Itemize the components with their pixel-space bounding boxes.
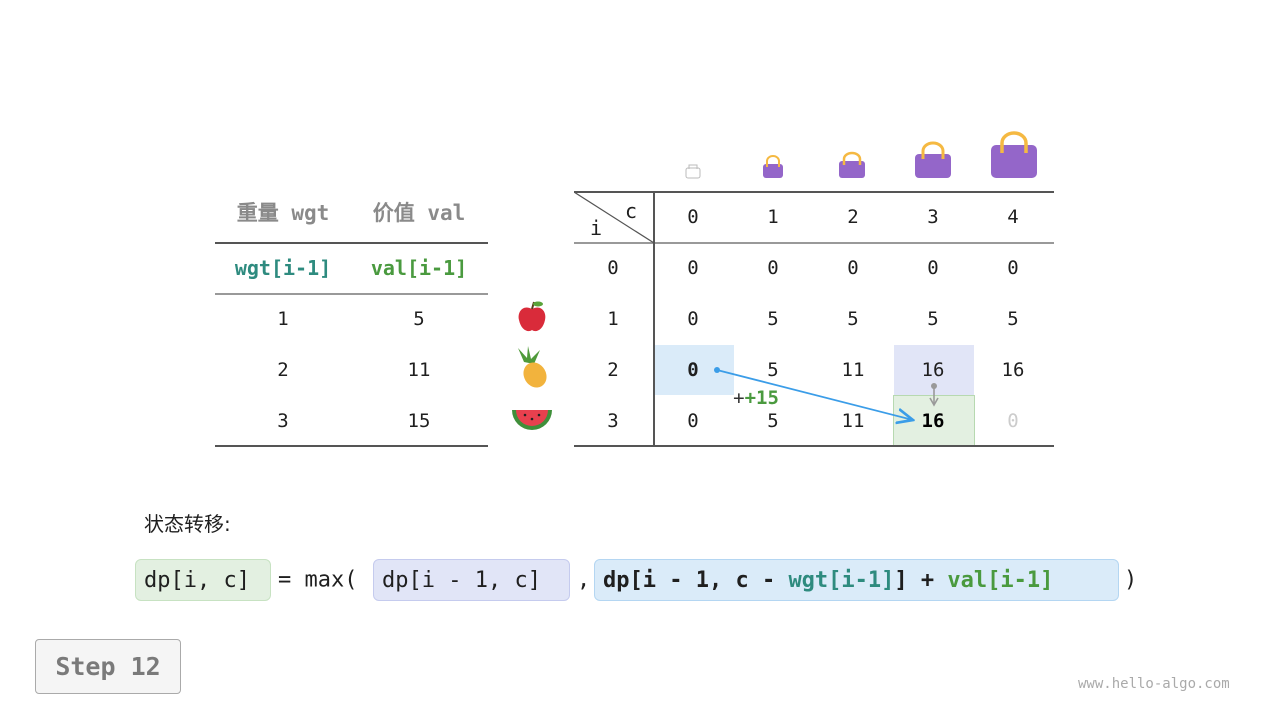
annotation-text: +15	[744, 387, 779, 409]
item-value: 15	[407, 410, 431, 432]
formula-close: )	[1124, 567, 1138, 593]
formula-eq: = max(	[278, 567, 358, 593]
corner-diagonal	[574, 192, 654, 243]
dp-cell: 0	[847, 257, 859, 279]
dp-cell: 16	[921, 410, 945, 432]
formula-arg1: dp[i - 1, c]	[373, 559, 570, 601]
arg2-part: dp[i - 1, c -	[603, 567, 789, 593]
bag-icon-capacity-3	[915, 141, 951, 178]
header-weight: 重量 wgt	[236, 201, 330, 225]
row-header: 3	[607, 410, 619, 432]
bag-icon-capacity-1	[763, 155, 783, 178]
dp-cell: 0	[687, 359, 699, 381]
dp-cell: 5	[1007, 308, 1019, 330]
formula-comma: ,	[577, 567, 591, 593]
dp-cell: 5	[767, 308, 779, 330]
arg2-val: val[i-1]	[947, 567, 1054, 593]
dp-cell: 5	[767, 410, 779, 432]
dp-cell: 11	[841, 410, 865, 432]
col-header: 2	[847, 206, 859, 228]
formula-lhs: dp[i, c]	[135, 559, 271, 601]
item-weight: 1	[277, 308, 289, 330]
col-header: 4	[1007, 206, 1019, 228]
dp-cell: 0	[687, 410, 699, 432]
apple-icon	[518, 301, 546, 332]
bag-icon-capacity-2	[839, 151, 865, 178]
step-button[interactable]: Step 12	[35, 639, 181, 694]
item-value: 11	[407, 359, 431, 381]
dp-cell: 0	[687, 257, 699, 279]
subheader-wgt: wgt[i-1]	[234, 256, 332, 280]
corner-c: c	[624, 199, 638, 223]
watermelon-icon	[512, 410, 552, 430]
corner-i: i	[589, 216, 603, 240]
subheader-val: val[i-1]	[370, 256, 468, 280]
item-weight: 2	[277, 359, 289, 381]
header-value: 价值 val	[372, 201, 466, 225]
formula-arg2: dp[i - 1, c - wgt[i-1]] + val[i-1]	[594, 559, 1119, 601]
col-header: 1	[767, 206, 779, 228]
row-header: 0	[607, 257, 619, 279]
dp-cell: 5	[847, 308, 859, 330]
bag-icon-capacity-0	[685, 164, 701, 179]
dp-cell: 11	[841, 359, 865, 381]
item-value: 5	[413, 308, 425, 330]
row-header: 1	[607, 308, 619, 330]
dp-cell: 0	[767, 257, 779, 279]
dp-cell: 0	[687, 308, 699, 330]
formula-label: 状态转移:	[144, 512, 231, 536]
row-header: 2	[607, 359, 619, 381]
arg2-wgt: wgt[i-1]	[788, 567, 895, 593]
dp-cell: 16	[1001, 359, 1025, 381]
dp-cell: 0	[1007, 257, 1019, 279]
col-header: 0	[687, 206, 699, 228]
dp-cell: 5	[767, 359, 779, 381]
dp-cell: 16	[921, 359, 945, 381]
dp-cell: 0	[927, 257, 939, 279]
watermark: www.hello-algo.com	[1078, 676, 1230, 692]
bag-icon-capacity-4	[991, 131, 1037, 178]
pineapple-icon	[518, 346, 547, 388]
item-weight: 3	[277, 410, 289, 432]
add-value-annotation: ++15	[733, 387, 779, 409]
dp-cell: 5	[927, 308, 939, 330]
dp-cell: 0	[1007, 410, 1019, 432]
col-header: 3	[927, 206, 939, 228]
arg2-part: ] +	[894, 567, 948, 593]
